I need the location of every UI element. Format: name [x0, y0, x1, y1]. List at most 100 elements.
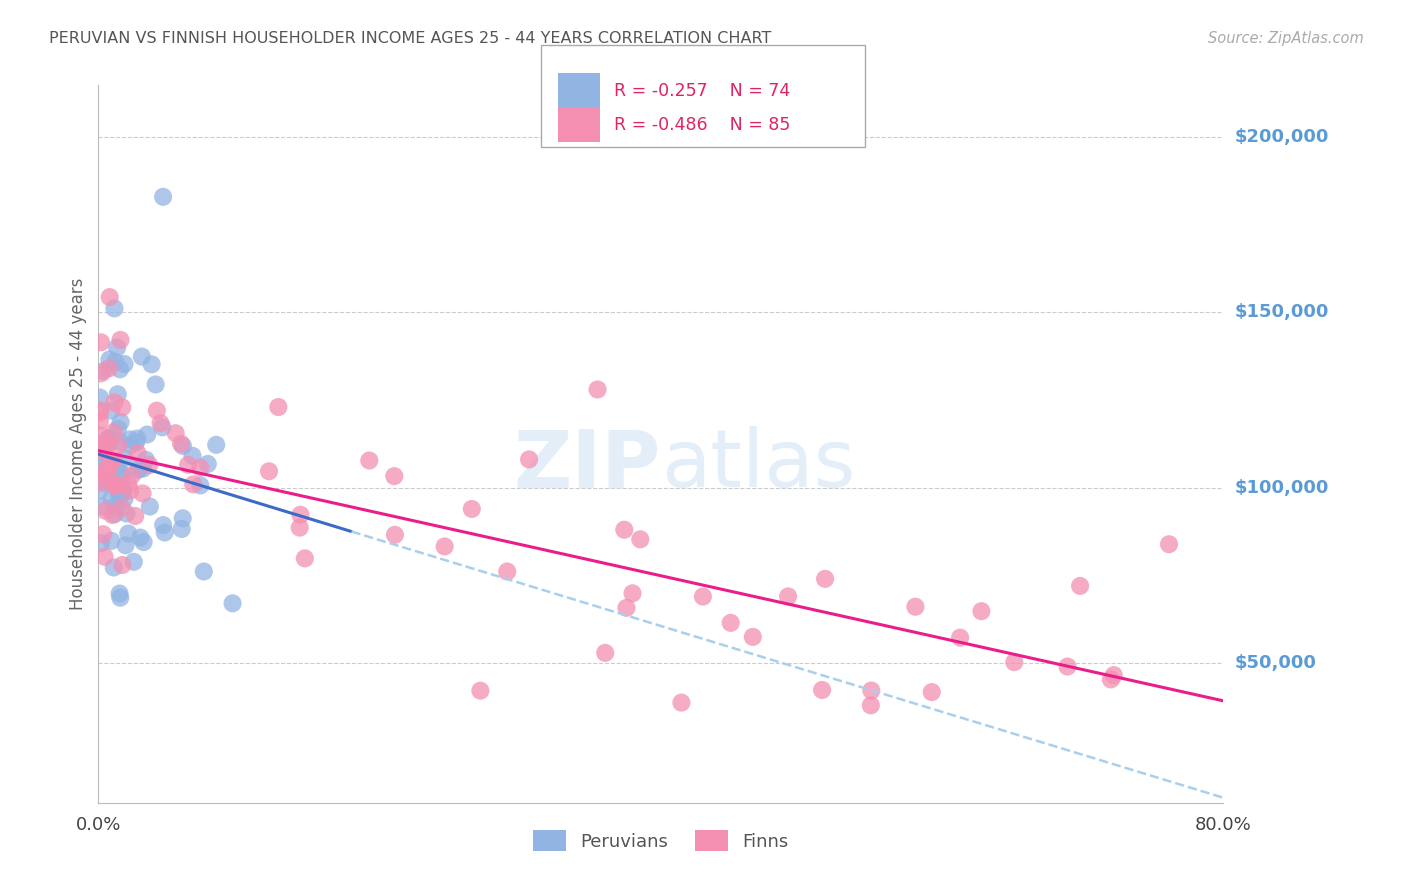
Point [89, 414, 111, 428]
Point [127, 446, 149, 460]
Point [177, 458, 200, 472]
Point [152, 518, 174, 533]
Point [96, 470, 118, 484]
Point [949, 631, 972, 645]
Point [114, 538, 136, 552]
Text: $150,000: $150,000 [1234, 303, 1329, 321]
Point [114, 451, 136, 466]
Point [138, 458, 160, 472]
Point [221, 596, 243, 610]
Point [103, 425, 125, 439]
Point [111, 401, 134, 415]
Point [970, 604, 993, 618]
Point [110, 415, 132, 429]
Point [104, 355, 127, 369]
Point [104, 478, 127, 492]
Y-axis label: Householder Income Ages 25 - 44 years: Householder Income Ages 25 - 44 years [69, 277, 87, 610]
Point [1157, 537, 1180, 551]
Point [117, 477, 139, 491]
Point [131, 486, 153, 500]
Point [107, 438, 129, 452]
Point [860, 683, 883, 698]
Point [91, 527, 114, 541]
Point [103, 395, 125, 409]
Point [1002, 655, 1025, 669]
Point [294, 551, 316, 566]
Point [90, 468, 112, 483]
Text: $200,000: $200,000 [1234, 128, 1329, 146]
Point [93, 549, 115, 564]
Point [98, 434, 121, 449]
Point [141, 357, 163, 371]
Point [859, 698, 882, 713]
Point [115, 507, 138, 521]
Point [288, 521, 311, 535]
Point [470, 683, 492, 698]
Point [110, 467, 132, 481]
Point [132, 535, 155, 549]
Point [91, 470, 114, 484]
Point [94, 434, 117, 449]
Point [100, 491, 122, 506]
Point [101, 508, 124, 522]
Point [150, 420, 173, 434]
Point [98, 457, 121, 471]
Point [197, 457, 219, 471]
Point [111, 484, 134, 499]
Point [741, 630, 763, 644]
Point [496, 565, 519, 579]
Point [172, 439, 194, 453]
Point [89, 391, 111, 405]
Point [127, 463, 149, 477]
Point [586, 383, 609, 397]
Point [94, 475, 117, 490]
Point [145, 377, 167, 392]
Point [128, 461, 150, 475]
Point [105, 341, 128, 355]
Point [111, 500, 134, 515]
Point [193, 565, 215, 579]
Point [517, 452, 540, 467]
Point [103, 560, 125, 574]
Point [98, 431, 121, 445]
Point [290, 508, 312, 522]
Point [97, 462, 120, 476]
Point [170, 436, 193, 450]
Point [778, 590, 800, 604]
Point [98, 352, 121, 367]
Point [127, 432, 149, 446]
Point [101, 453, 124, 467]
Point [108, 362, 131, 376]
Point [921, 685, 943, 699]
Point [131, 350, 153, 364]
Point [125, 435, 148, 450]
Point [384, 528, 406, 542]
Point [105, 459, 128, 474]
Point [108, 434, 131, 449]
Point [359, 453, 381, 467]
Point [811, 683, 834, 698]
Point [121, 468, 143, 483]
Text: $50,000: $50,000 [1234, 654, 1316, 672]
Text: ZIP: ZIP [513, 426, 661, 504]
Point [129, 531, 152, 545]
Point [114, 491, 136, 506]
Point [90, 500, 112, 514]
Point [149, 416, 172, 430]
Text: R = -0.486    N = 85: R = -0.486 N = 85 [614, 116, 790, 134]
Point [89, 475, 111, 490]
Point [108, 586, 131, 600]
Point [93, 364, 115, 378]
Point [110, 488, 132, 502]
Point [671, 696, 693, 710]
Point [90, 536, 112, 550]
Point [152, 190, 174, 204]
Point [107, 478, 129, 492]
Point [104, 500, 127, 514]
Point [98, 290, 121, 304]
Point [107, 422, 129, 436]
Point [89, 458, 111, 473]
Point [593, 646, 616, 660]
Point [107, 488, 129, 502]
Point [111, 483, 134, 498]
